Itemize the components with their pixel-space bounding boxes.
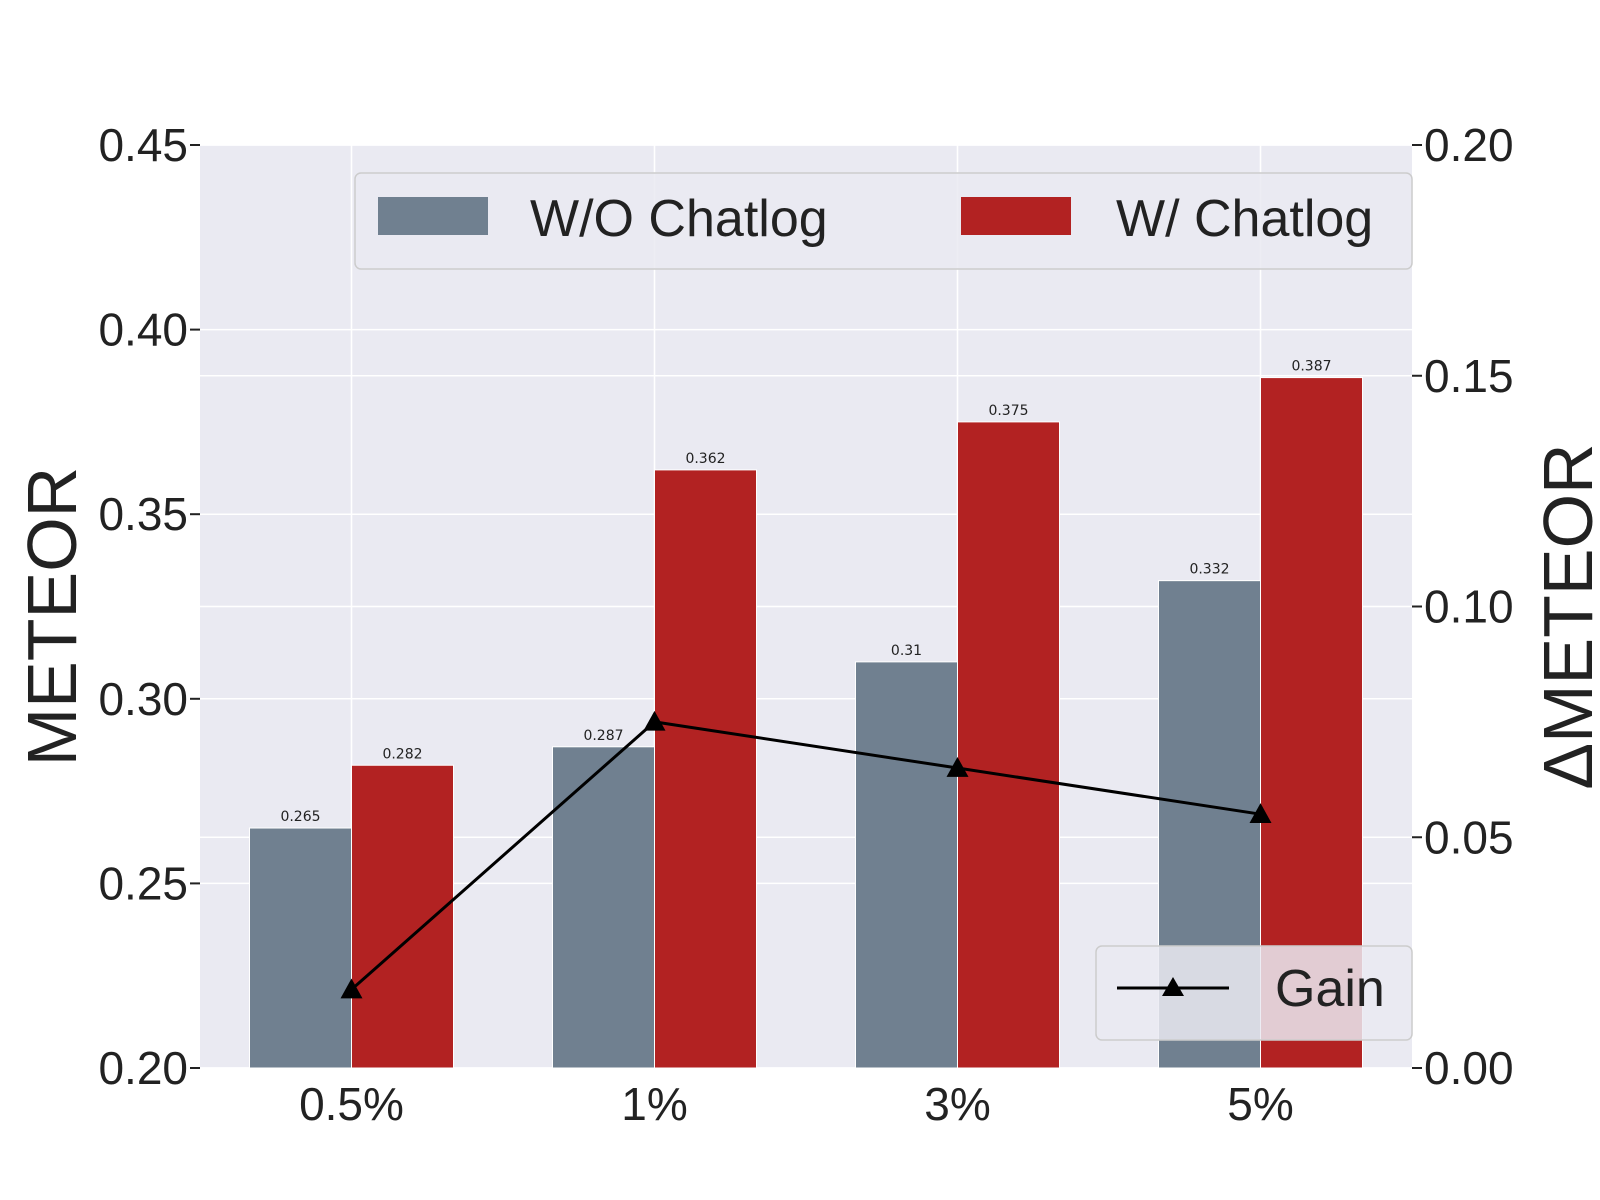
y-tick-label: 0.40 [98,304,188,356]
legend-bars-frame [354,172,1413,270]
bar-value-label: 0.375 [988,403,1028,419]
x-tick-label: 0.5% [299,1078,404,1130]
bar [249,827,352,1069]
bar [552,746,655,1069]
gain-line-series [340,710,1272,999]
x-tick-label: 5% [1227,1078,1293,1130]
legend-gain-frame [1095,945,1413,1041]
gain-line [350,720,1261,991]
bar [855,661,958,1069]
bar-value-label: 0.282 [382,746,422,762]
y-tick-label: 0.30 [98,673,188,725]
y-axis-right-label: ΔMETEOR [1529,443,1600,789]
y-right-tick-label: 0.10 [1424,581,1514,633]
legend-label-gain: Gain [1275,960,1385,1018]
y-right-tick-label: 0.00 [1424,1042,1514,1094]
legend-label-w: W/ Chatlog [1116,190,1373,248]
legend-gain: Gain [1095,945,1413,1041]
bar-value-label: 0.265 [280,809,320,825]
bar-value-label: 0.362 [685,451,725,467]
legend-label-wo: W/O Chatlog [530,190,828,248]
y-tick-label: 0.35 [98,488,188,540]
y-tick-label: 0.25 [98,857,188,909]
legend-gain-marker [1162,977,1184,996]
y-axis-label: METEOR [13,467,91,766]
legend-swatch-wo [378,197,488,235]
bar [957,421,1060,1069]
y-tick-label: 0.45 [98,119,188,171]
gain-marker [1249,803,1272,823]
bar [351,764,454,1069]
y-right-tick-label: 0.15 [1424,350,1514,402]
legend-bars: W/O Chatlog W/ Chatlog [354,172,1413,270]
bar [654,469,757,1069]
bar-value-label: 0.287 [583,728,623,744]
gain-marker [643,710,666,731]
bar-value-label: 0.332 [1189,562,1229,578]
x-tick-label: 1% [621,1078,687,1130]
gain-marker [946,757,969,777]
y-right-tick-label: 0.05 [1424,811,1514,863]
y-right-tick-label: 0.20 [1424,119,1514,171]
bars [249,377,1363,1069]
bar-value-label: 0.31 [891,643,922,659]
x-tick-label: 3% [924,1078,990,1130]
legend-swatch-w [961,197,1071,235]
y-tick-label: 0.20 [98,1042,188,1094]
gain-marker [340,978,363,999]
bar-value-label: 0.387 [1291,359,1331,375]
bar-labels: 0.265 0.287 0.31 0.332 0.282 0.362 0.375 0.387 [280,359,1331,825]
axes: 0.20 0.25 0.30 0.35 0.40 0.45 0.00 0.05 0.10 0.15… [98,119,1513,1130]
